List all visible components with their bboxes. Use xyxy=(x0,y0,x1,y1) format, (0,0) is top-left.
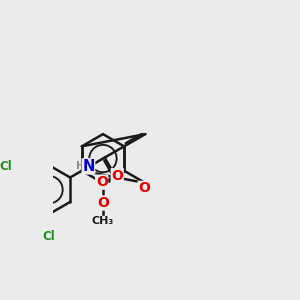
Text: O: O xyxy=(138,182,150,195)
Text: Cl: Cl xyxy=(43,230,56,243)
Text: N: N xyxy=(82,159,95,174)
Text: O: O xyxy=(96,175,108,189)
Text: H: H xyxy=(76,161,85,171)
Text: O: O xyxy=(111,169,123,183)
Text: Cl: Cl xyxy=(0,160,12,173)
Text: O: O xyxy=(97,196,109,210)
Text: CH₃: CH₃ xyxy=(92,216,114,226)
